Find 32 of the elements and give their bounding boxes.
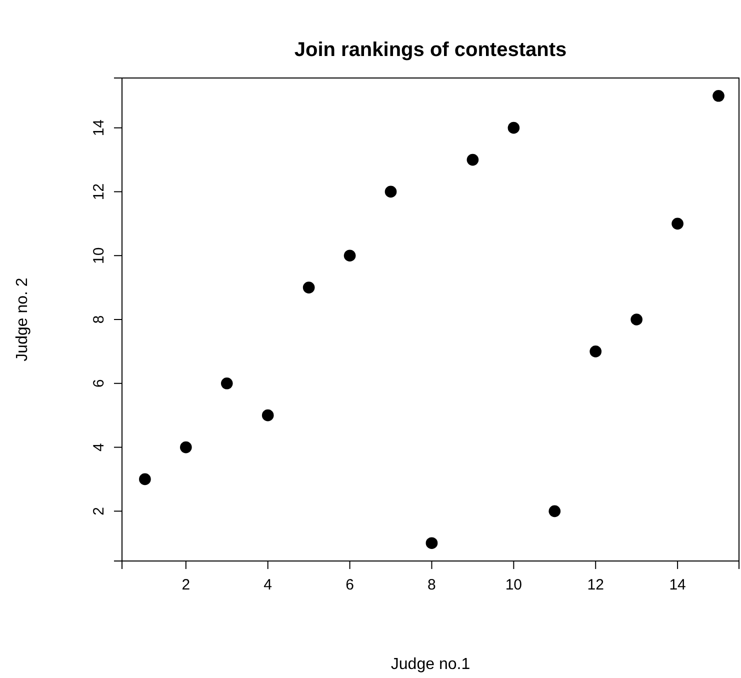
x-tick-label: 4 bbox=[264, 576, 272, 594]
x-tick-label: 14 bbox=[669, 576, 686, 594]
point bbox=[672, 218, 684, 230]
y-tick-label: 8 bbox=[90, 315, 108, 324]
point bbox=[344, 250, 356, 262]
point bbox=[262, 409, 274, 422]
point bbox=[426, 537, 438, 550]
x-axis-title: Judge no.1 bbox=[390, 656, 470, 673]
x-tick-label: 6 bbox=[346, 576, 354, 594]
x-tick-label: 8 bbox=[428, 576, 436, 594]
point bbox=[712, 90, 724, 102]
point bbox=[139, 473, 151, 486]
point bbox=[220, 377, 233, 390]
y-tick-label: 2 bbox=[90, 506, 108, 516]
y-tick-label: 6 bbox=[90, 379, 108, 388]
y-tick-label: 4 bbox=[90, 443, 108, 452]
point bbox=[384, 186, 397, 198]
point bbox=[630, 314, 642, 326]
x-tick-label: 12 bbox=[587, 576, 604, 594]
point bbox=[590, 346, 602, 358]
y-tick-label: 10 bbox=[90, 247, 108, 264]
point bbox=[508, 122, 520, 134]
chart-title: Join rankings of contestants bbox=[294, 39, 567, 61]
point bbox=[302, 282, 315, 294]
y-tick-label: 12 bbox=[90, 183, 108, 200]
y-axis-title: Judge no. 2 bbox=[14, 278, 31, 362]
x-tick-label: 10 bbox=[505, 576, 522, 594]
x-tick-label: 2 bbox=[182, 576, 190, 594]
point bbox=[180, 441, 192, 454]
y-tick-label: 14 bbox=[90, 119, 108, 136]
point bbox=[466, 154, 479, 166]
point bbox=[548, 505, 561, 518]
